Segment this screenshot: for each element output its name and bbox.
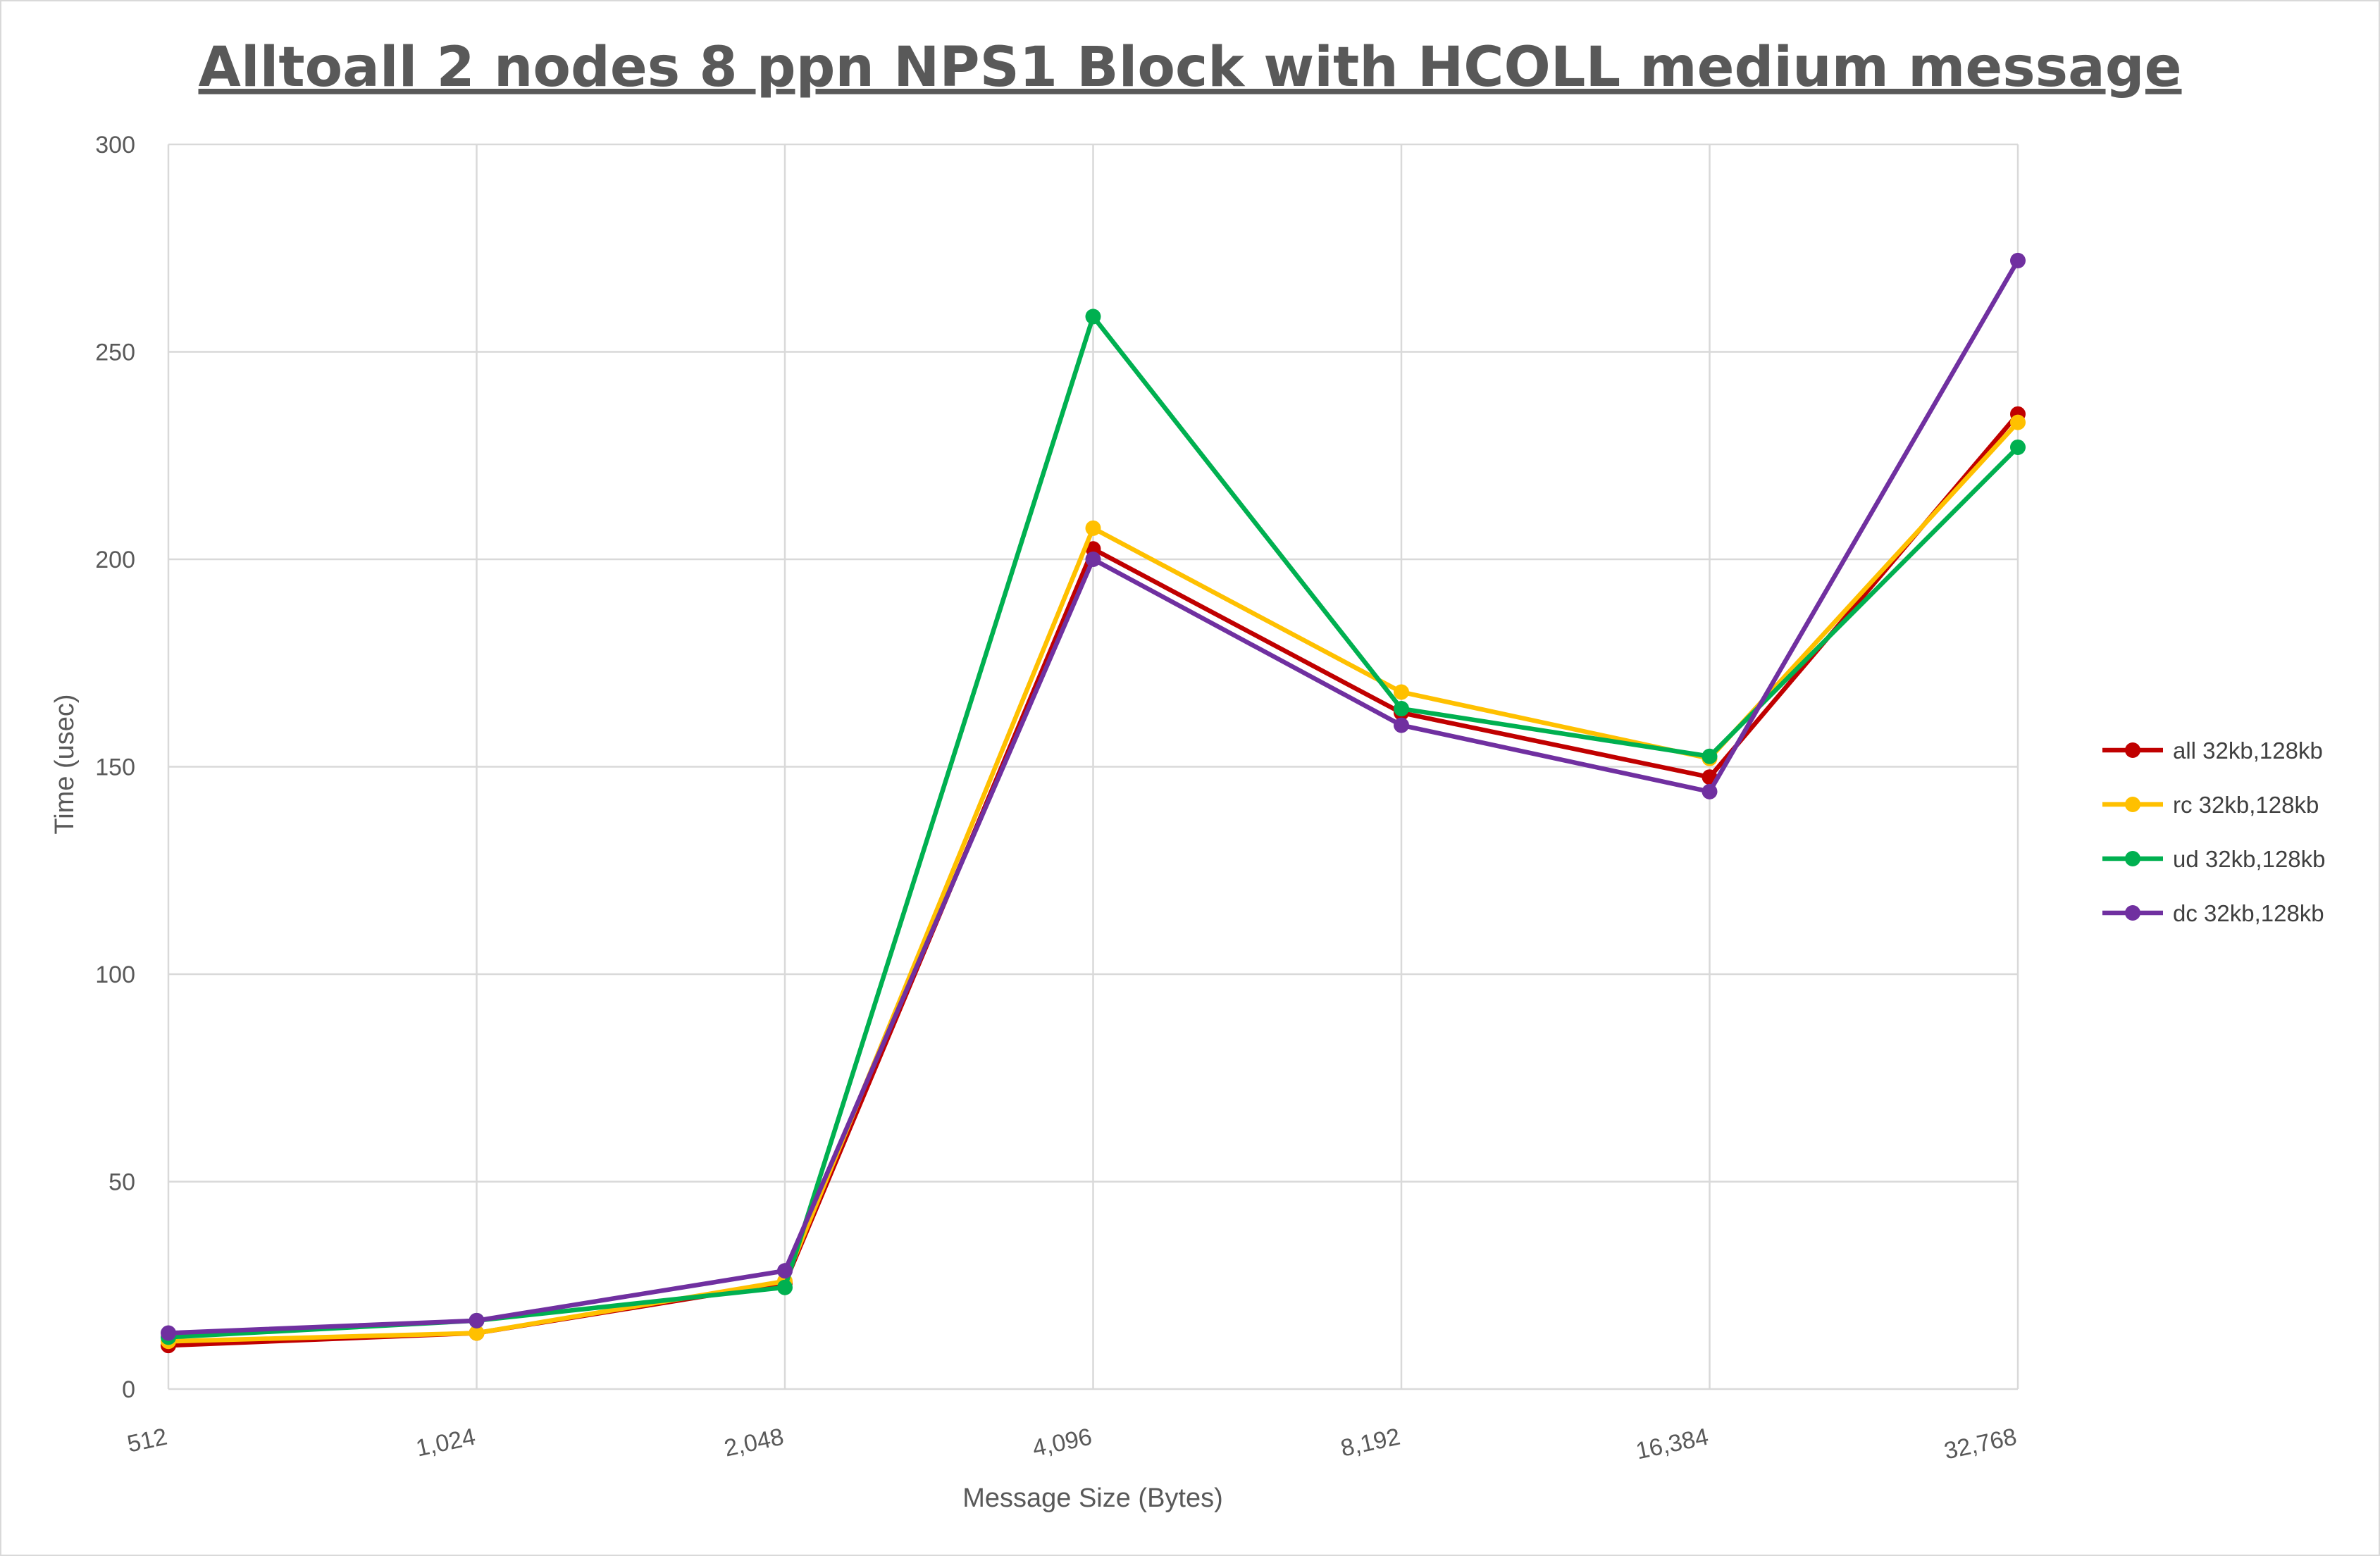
y-tick-label: 0	[122, 1376, 135, 1403]
data-point	[2010, 414, 2026, 430]
series-lines	[161, 252, 2026, 1354]
data-point	[1394, 701, 1409, 717]
y-tick-label: 100	[95, 961, 135, 988]
x-tick-label: 8,192	[1339, 1424, 1403, 1462]
data-point	[1085, 552, 1101, 567]
legend-label: ud 32kb,128kb	[2173, 846, 2326, 872]
data-point	[469, 1312, 485, 1328]
x-tick-label: 4,096	[1030, 1424, 1094, 1462]
legend-item: ud 32kb,128kb	[2102, 846, 2326, 872]
data-point	[161, 1325, 176, 1341]
legend-swatch-marker	[2125, 797, 2140, 812]
legend-item: dc 32kb,128kb	[2102, 900, 2324, 926]
y-tick-label: 300	[95, 132, 135, 158]
y-tick-label: 50	[109, 1169, 135, 1196]
x-tick-label: 16,384	[1634, 1424, 1711, 1465]
x-axis-title: Message Size (Bytes)	[962, 1483, 1223, 1513]
data-point	[1085, 309, 1101, 325]
legend-label: rc 32kb,128kb	[2173, 792, 2319, 818]
data-point	[1394, 684, 1409, 700]
y-tick-label: 250	[95, 340, 135, 366]
legend-swatch-marker	[2125, 851, 2140, 866]
data-point	[1394, 717, 1409, 733]
chart-title: Alltoall 2 nodes 8 ppn NPS1 Block with H…	[199, 36, 2182, 99]
gridlines	[167, 143, 2019, 1390]
data-point	[777, 1263, 793, 1279]
legend-item: rc 32kb,128kb	[2102, 792, 2319, 818]
series-dc	[161, 252, 2026, 1341]
data-point	[2010, 252, 2026, 268]
legend-swatch-marker	[2125, 742, 2140, 758]
legend-item: all 32kb,128kb	[2102, 737, 2323, 764]
data-point	[1085, 520, 1101, 536]
legend-label: all 32kb,128kb	[2173, 737, 2323, 764]
x-tick-label: 2,048	[722, 1424, 786, 1462]
y-axis-ticks: 0 50 100 150 200 250 300	[95, 132, 135, 1403]
x-tick-label: 1,024	[414, 1424, 478, 1462]
legend-swatch-marker	[2125, 905, 2140, 921]
legend-label: dc 32kb,128kb	[2173, 900, 2324, 926]
y-axis-title: Time (usec)	[50, 694, 80, 834]
data-point	[1702, 783, 1718, 799]
data-point	[2010, 439, 2026, 455]
data-point	[1702, 748, 1718, 764]
y-tick-label: 200	[95, 547, 135, 573]
x-tick-label: 32,768	[1942, 1424, 2019, 1465]
y-tick-label: 150	[95, 754, 135, 781]
x-axis-ticks: 512 1,024 2,048 4,096 8,192 16,384 32,768	[125, 1424, 2019, 1465]
data-point	[469, 1325, 485, 1341]
legend: all 32kb,128kb rc 32kb,128kb ud 32kb,128kb…	[2102, 737, 2326, 926]
data-point	[777, 1279, 793, 1295]
x-tick-label: 512	[125, 1424, 169, 1458]
